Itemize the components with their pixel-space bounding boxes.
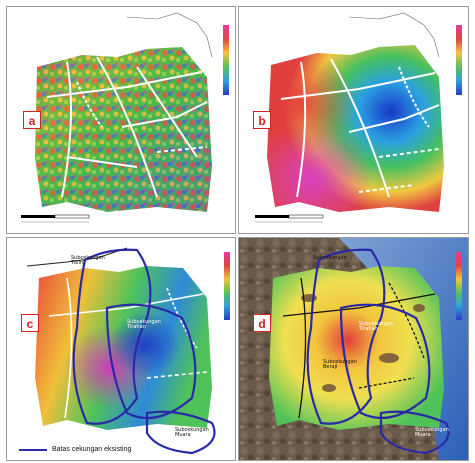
label-muara: Subcekungan Muara <box>175 427 209 438</box>
colorbar-c <box>224 252 230 320</box>
map-panel-b: b <box>238 6 469 234</box>
scale-bar-a <box>21 214 90 223</box>
colorbar-a <box>223 25 229 95</box>
basin-boundaries <box>72 248 216 455</box>
basin-boundaries <box>306 248 450 455</box>
fault-lines <box>48 277 208 419</box>
magnetic-map-a <box>21 12 229 223</box>
map-panel-d: d Subcekungan Subcekungan Tirahan Subcek… <box>238 237 469 461</box>
fault-lines <box>280 58 440 198</box>
coastline <box>348 12 440 58</box>
map-panel-c: c Subcekungan Tibini Subcekungan Tirahan… <box>6 237 236 461</box>
panel-letter-a: a <box>23 111 41 129</box>
magnetic-map-b <box>255 12 462 223</box>
label-muara: Subcekungan Muara <box>415 427 449 438</box>
coastline <box>26 247 128 267</box>
colorbar-d <box>456 252 462 320</box>
map-legend: Batas cekungan eksisting <box>19 446 131 453</box>
fault-lines <box>282 277 436 419</box>
legend-swatch <box>19 448 47 451</box>
topographic-map-d <box>239 238 468 460</box>
fault-lines <box>46 56 208 198</box>
coastline <box>126 12 213 58</box>
panel-letter-d: d <box>253 314 271 332</box>
label-tibini: Subcekungan <box>313 255 347 261</box>
scale-bar-b <box>255 214 324 223</box>
panel-letter-b: b <box>253 111 271 129</box>
label-tirahan: Subcekungan Tirahan <box>359 321 393 332</box>
label-tibini: Subcekungan Tibini <box>71 255 105 266</box>
magnetic-map-c <box>26 247 230 455</box>
legend-label: Batas cekungan eksisting <box>52 446 132 453</box>
map-panel-a: a <box>6 6 236 234</box>
label-tirahan: Subcekungan Tirahan <box>127 319 161 330</box>
label-beraji: Subcekungan Beraji <box>323 359 357 370</box>
colorbar-b <box>456 25 462 95</box>
panel-letter-c: c <box>21 314 39 332</box>
